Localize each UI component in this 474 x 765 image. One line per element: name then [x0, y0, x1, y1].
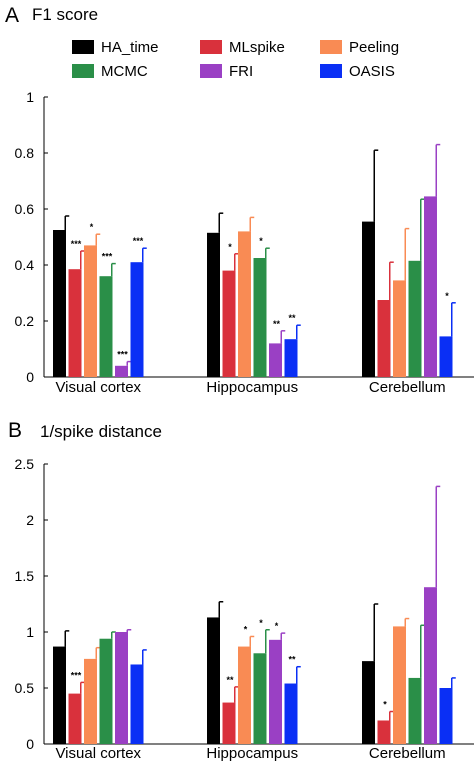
bar: [377, 720, 391, 744]
bar: [238, 231, 251, 377]
bar: [439, 688, 453, 744]
panel-letter: B: [8, 419, 22, 442]
bar: [424, 587, 437, 744]
bar: [408, 260, 422, 377]
bar: [99, 276, 113, 377]
bar: [362, 661, 375, 744]
bar: [269, 343, 282, 377]
legend-swatch: [72, 40, 94, 54]
significance-label: ***: [133, 236, 144, 246]
y-tick-label: 0.2: [15, 313, 35, 329]
significance-label: **: [226, 675, 234, 685]
panel-title: 1/spike distance: [40, 422, 162, 441]
legend: HA_time MLspike Peeling MCMC FRI OASIS: [72, 39, 399, 80]
legend-swatch: [320, 40, 342, 54]
bar: [424, 196, 437, 377]
bar: [68, 693, 82, 744]
y-tick-label: 2: [26, 512, 34, 528]
significance-label: **: [288, 655, 296, 665]
bar: [53, 230, 66, 377]
bar: [207, 617, 220, 744]
y-tick-label: 1: [26, 624, 34, 640]
bar: [68, 269, 82, 377]
bar: [284, 339, 298, 377]
bar: [393, 280, 406, 377]
y-tick-label: 0.4: [15, 257, 35, 273]
significance-label: *: [383, 700, 387, 710]
legend-swatch: [72, 64, 94, 78]
significance-label: **: [288, 313, 296, 323]
bar: [115, 365, 128, 377]
significance-label: *: [275, 621, 279, 631]
panel-b: B 1/spike distance 0 0.5 1 1.5 2 2.5 Visual cort…: [8, 419, 474, 762]
significance-label: *: [244, 624, 248, 634]
y-tick-label: 0.5: [15, 680, 35, 696]
y-tick-label: 1.5: [15, 568, 35, 584]
legend-label: HA_time: [101, 39, 159, 56]
significance-label: ***: [71, 239, 82, 249]
bar: [408, 677, 422, 744]
x-category-label: Cerebellum: [369, 745, 446, 762]
legend-label: OASIS: [349, 63, 395, 80]
panel-title: F1 score: [32, 5, 98, 24]
significance-label: ***: [71, 670, 82, 680]
panel-a: A F1 score 0 0.2 0.4 0.6 0.8 1 Visual cortex Hipp…: [5, 4, 474, 396]
bar: [84, 245, 97, 377]
bar: [393, 626, 406, 744]
legend-swatch: [320, 64, 342, 78]
legend-label: Peeling: [349, 39, 399, 56]
x-category-label: Visual cortex: [55, 745, 141, 762]
bar: [99, 638, 113, 744]
bar: [84, 658, 97, 744]
y-tick-label: 2.5: [15, 456, 35, 472]
legend-label: MCMC: [101, 63, 148, 80]
y-tick-label: 0.8: [15, 145, 35, 161]
y-tick-label: 0: [26, 736, 34, 752]
bar: [253, 258, 267, 377]
bar: [269, 639, 282, 744]
significance-label: **: [273, 319, 281, 329]
bar: [253, 653, 267, 744]
bar: [377, 300, 391, 377]
x-category-label: Hippocampus: [206, 745, 298, 762]
y-tick-label: 0: [26, 369, 34, 385]
x-category-label: Cerebellum: [369, 379, 446, 396]
y-tick-label: 0.6: [15, 201, 35, 217]
legend-swatch: [200, 64, 222, 78]
bar: [284, 683, 298, 744]
significance-label: *: [90, 222, 94, 232]
bar: [53, 646, 66, 744]
x-category-label: Hippocampus: [206, 379, 298, 396]
legend-swatch: [200, 40, 222, 54]
bar: [222, 702, 236, 744]
bar: [439, 336, 453, 377]
legend-label: MLspike: [229, 39, 285, 56]
bar: [222, 270, 236, 377]
significance-label: ***: [102, 252, 113, 262]
significance-label: *: [228, 242, 232, 252]
bar: [362, 221, 375, 377]
legend-label: FRI: [229, 63, 253, 80]
bar: [207, 232, 220, 377]
bar: [130, 262, 144, 377]
bar: [130, 664, 144, 744]
significance-label: *: [445, 291, 449, 301]
bar: [115, 632, 128, 744]
significance-label: *: [259, 236, 263, 246]
x-category-label: Visual cortex: [55, 379, 141, 396]
panel-letter: A: [5, 4, 19, 27]
y-tick-label: 1: [26, 89, 34, 105]
bar: [238, 646, 251, 744]
significance-label: *: [259, 618, 263, 628]
significance-label: ***: [117, 350, 128, 360]
